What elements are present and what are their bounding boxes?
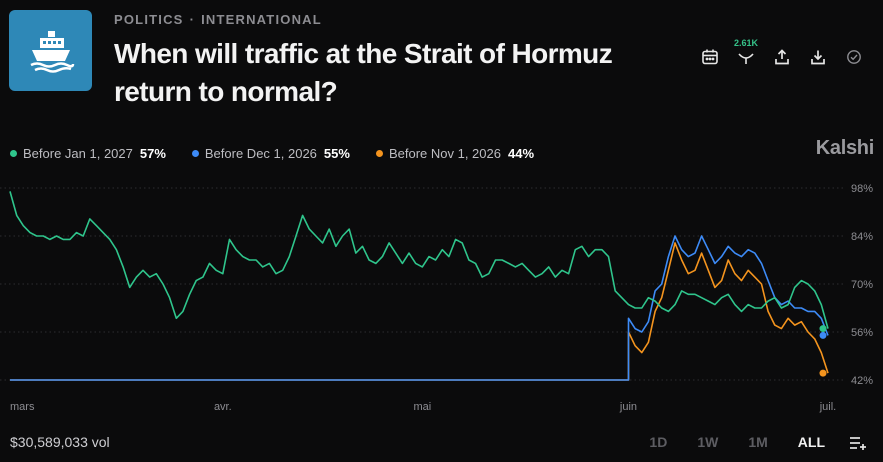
legend-item-nov-2026[interactable]: Before Nov 1, 2026 44% — [375, 146, 535, 161]
series-endpoint-2 — [819, 369, 827, 377]
download-icon — [811, 50, 825, 65]
x-tick-label: mai — [413, 401, 431, 413]
price-chart[interactable]: 98% 84% 70% 56% 42% mars avr. mai juin juil. — [0, 170, 883, 420]
calendar-button[interactable] — [699, 46, 721, 68]
breadcrumb-separator: · — [189, 12, 196, 27]
legend-label: Before Jan 1, 2027 — [23, 146, 133, 161]
legend-percent: 57% — [139, 146, 166, 161]
range-1d-button[interactable]: 1D — [649, 434, 668, 450]
follow-button[interactable]: 2.61K — [734, 38, 758, 68]
ship-icon — [29, 30, 74, 73]
x-tick-label: juin — [619, 401, 637, 413]
followers-count: 2.61K — [733, 38, 759, 48]
legend-item-dec-2026[interactable]: Before Dec 1, 2026 55% — [191, 146, 350, 161]
y-tick-label: 84% — [851, 231, 873, 243]
series-endpoint-0 — [819, 325, 827, 333]
legend-percent: 55% — [323, 146, 350, 161]
series-line-2[interactable] — [10, 242, 829, 381]
category-link[interactable]: POLITICS — [114, 12, 184, 27]
check-circle-icon — [847, 50, 861, 64]
market-actions: 2.61K — [699, 38, 865, 68]
x-tick-label: mars — [10, 401, 35, 413]
x-tick-label: avr. — [214, 401, 232, 413]
download-button[interactable] — [807, 46, 829, 68]
range-selector: 1D 1W 1M ALL — [649, 434, 825, 450]
series-endpoint-1 — [819, 331, 827, 339]
subcategory-link[interactable]: INTERNATIONAL — [201, 12, 322, 27]
legend-label: Before Nov 1, 2026 — [388, 146, 501, 161]
page-title: When will traffic at the Strait of Hormu… — [114, 38, 613, 107]
chart-settings-icon — [850, 437, 866, 450]
series-line-0[interactable] — [9, 191, 829, 329]
y-tick-label: 70% — [851, 279, 873, 291]
verified-button[interactable] — [843, 46, 865, 68]
series-line-1[interactable] — [10, 235, 829, 381]
y-tick-label: 56% — [851, 327, 873, 339]
range-1m-button[interactable]: 1M — [748, 434, 768, 450]
share-icon — [775, 49, 789, 65]
chart-legend: Before Jan 1, 2027 57% Before Dec 1, 202… — [10, 146, 534, 161]
range-all-button[interactable]: ALL — [797, 434, 825, 450]
volume-label: $30,589,033 vol — [10, 434, 110, 450]
breadcrumb: POLITICS · INTERNATIONAL — [114, 12, 322, 27]
share-button[interactable] — [771, 46, 793, 68]
bookmark-icon — [738, 53, 754, 64]
chart-settings-button[interactable] — [849, 435, 867, 451]
legend-dot — [191, 150, 199, 157]
x-tick-label: juil. — [819, 401, 837, 413]
legend-label: Before Dec 1, 2026 — [204, 146, 317, 161]
y-tick-label: 42% — [851, 375, 873, 387]
brand-logo: Kalshi — [815, 137, 875, 159]
legend-dot — [10, 150, 17, 157]
legend-item-jan-2027[interactable]: Before Jan 1, 2027 57% — [10, 146, 166, 161]
legend-dot — [375, 150, 383, 157]
market-logo — [9, 10, 92, 91]
calendar-icon — [702, 49, 718, 65]
legend-percent: 44% — [507, 146, 535, 161]
range-1w-button[interactable]: 1W — [697, 434, 719, 450]
y-tick-label: 98% — [851, 183, 873, 195]
